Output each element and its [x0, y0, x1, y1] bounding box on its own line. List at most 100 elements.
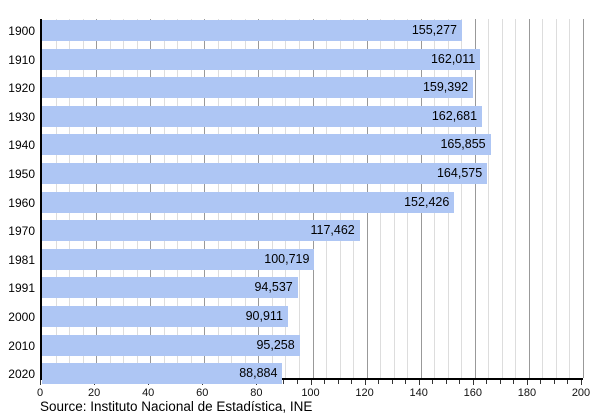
- bar: 94,537: [42, 277, 298, 299]
- bar-value-label: 165,855: [440, 137, 486, 152]
- bar-row: 2000 90,911: [8, 306, 583, 334]
- x-axis-tick: [296, 380, 298, 384]
- x-axis-tick: [40, 380, 41, 385]
- y-axis-label: 1981: [8, 252, 35, 267]
- gridline-minor: [515, 19, 517, 378]
- bar-value-label: 100,719: [264, 251, 310, 266]
- x-axis-tick: [553, 380, 555, 384]
- bar-row: 1960 152,426: [8, 191, 583, 220]
- y-axis-label: 1950: [8, 167, 35, 182]
- x-axis-tick: [581, 380, 582, 385]
- bar-row: 1981 100,719: [8, 248, 583, 277]
- y-axis-label: 1940: [8, 138, 35, 153]
- bar-value-label: 162,011: [430, 51, 476, 66]
- x-axis-tick: [391, 380, 393, 384]
- bar-value-label: 164,575: [436, 166, 483, 181]
- bar-row: 2010 95,258: [8, 334, 583, 363]
- bar-value-label: 117,462: [310, 223, 355, 238]
- bar: 162,011: [42, 48, 481, 70]
- x-axis-tick: [472, 380, 474, 385]
- bar-value-label: 94,537: [254, 280, 293, 295]
- x-axis-tick-label: 0: [36, 387, 44, 399]
- y-axis-label: 2020: [8, 367, 35, 382]
- y-axis-label: 1920: [8, 81, 35, 96]
- bar: 159,392: [42, 77, 474, 99]
- gridline-major: [474, 19, 476, 378]
- x-axis-tick: [486, 380, 488, 384]
- gridline-minor: [569, 19, 571, 378]
- y-axis-label: 2000: [8, 310, 35, 325]
- y-axis-label: 2010: [8, 338, 35, 353]
- bar-row: 1970 117,462: [8, 220, 583, 248]
- bar: 95,258: [42, 334, 300, 356]
- gridline-minor: [461, 19, 463, 378]
- x-axis-tick-label: 160: [463, 387, 482, 399]
- x-axis-tick: [445, 380, 447, 384]
- bar: 164,575: [42, 163, 488, 185]
- gridline-minor: [488, 19, 490, 378]
- x-axis-tick: [351, 380, 353, 384]
- bar: 100,719: [42, 248, 315, 270]
- gridline-major: [583, 19, 584, 378]
- x-axis-tick: [310, 380, 312, 385]
- x-axis-tick: [513, 380, 515, 384]
- x-axis-tick: [283, 380, 285, 384]
- x-axis-tick-label: 140: [409, 387, 428, 399]
- gridline-minor: [542, 19, 544, 378]
- bar-row: 1991 94,537: [8, 277, 583, 305]
- bar-value-label: 88,884: [239, 366, 278, 381]
- bar: 162,681: [42, 105, 483, 127]
- bar-row: 1950 164,575: [8, 163, 583, 191]
- bar-value-label: 152,426: [404, 194, 450, 209]
- bar-value-label: 159,392: [422, 80, 469, 95]
- bar-value-label: 155,277: [411, 23, 458, 37]
- bar-row: 1930 162,681: [8, 105, 583, 134]
- bar: 155,277: [42, 20, 463, 41]
- x-axis-tick: [337, 380, 339, 384]
- x-axis-tick: [364, 380, 366, 385]
- bar-row: 1900 155,277: [8, 20, 583, 48]
- gridline-minor: [501, 19, 503, 378]
- x-axis-tick: [378, 380, 380, 384]
- y-axis-label: 1970: [8, 224, 35, 239]
- y-axis-label: 1910: [8, 52, 35, 67]
- bar: 165,855: [42, 134, 491, 156]
- bar-row: 2020 88,884: [8, 363, 583, 391]
- x-axis-tick: [459, 380, 461, 384]
- bar-value-label: 90,911: [245, 309, 283, 324]
- chart-plot-area: 1900 155,277 1910 162,011 1920 159,392 1930 162…: [8, 19, 584, 385]
- x-axis-tick: [499, 380, 501, 384]
- bar-value-label: 162,681: [431, 108, 478, 123]
- x-axis-tick-label: 120: [355, 387, 374, 399]
- y-axis-label: 1991: [8, 281, 35, 296]
- x-axis-tick-label: 180: [517, 387, 537, 399]
- x-axis-tick: [432, 380, 434, 384]
- x-axis-tick: [526, 380, 528, 385]
- source-caption: Source: Instituto Nacional de Estadístic…: [40, 399, 313, 414]
- x-axis-tick: [324, 380, 326, 384]
- y-axis-label: 1930: [8, 109, 35, 124]
- bar: 90,911: [42, 306, 288, 328]
- gridline-minor: [555, 19, 557, 378]
- x-axis-tick-label: 40: [142, 387, 155, 399]
- x-axis-tick: [567, 380, 569, 384]
- bar-row: 1940 165,855: [8, 134, 583, 162]
- bar: 117,462: [42, 220, 360, 242]
- x-axis-tick-label: 60: [196, 387, 209, 399]
- gridline-major: [528, 19, 530, 378]
- x-axis-tick: [418, 380, 420, 385]
- x-axis-tick-label: 80: [250, 387, 263, 399]
- x-axis-tick: [405, 380, 407, 384]
- x-axis-tick-label: 100: [301, 387, 320, 399]
- y-axis-label: 1960: [8, 195, 35, 210]
- x-axis-tick-label: 200: [571, 387, 591, 399]
- bar-value-label: 95,258: [256, 337, 295, 352]
- y-axis-label: 1900: [8, 24, 35, 38]
- bar-row: 1920 159,392: [8, 77, 583, 105]
- x-axis: 0 20 40 60 80 100 120 140 160 180 200: [37, 380, 590, 404]
- x-axis-tick-label: 20: [87, 387, 101, 399]
- bar: 88,884: [42, 363, 283, 385]
- x-axis-tick: [540, 380, 542, 384]
- bar: 152,426: [42, 191, 455, 213]
